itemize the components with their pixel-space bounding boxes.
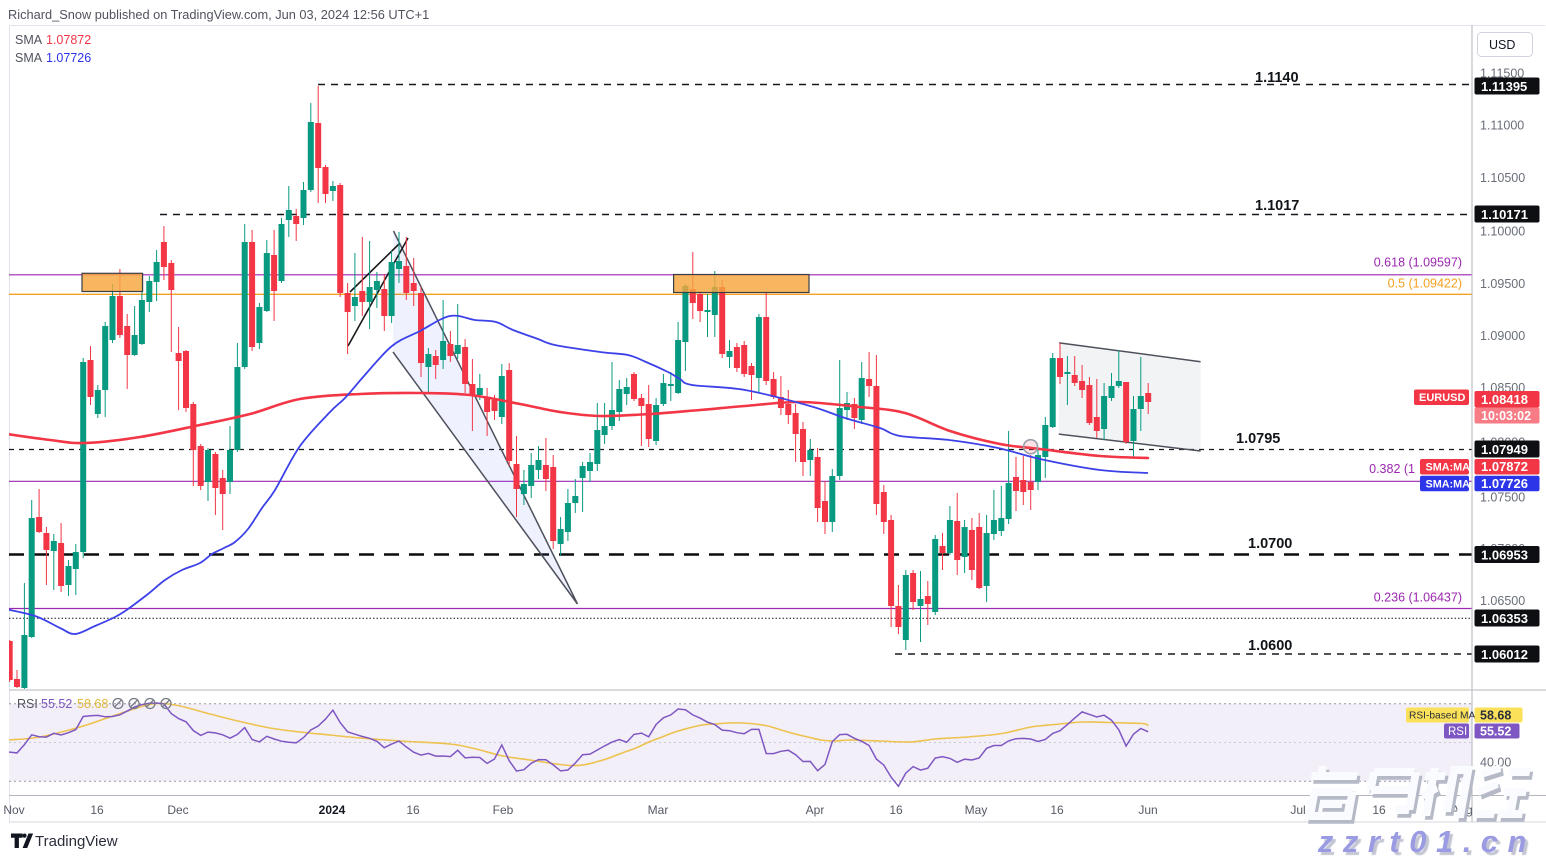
svg-text:16: 16 xyxy=(90,803,104,817)
svg-text:16: 16 xyxy=(1372,803,1386,817)
svg-text:1.0600: 1.0600 xyxy=(1248,638,1292,654)
svg-text:RSI-based MA: RSI-based MA xyxy=(1409,711,1475,722)
svg-text:10:03:02: 10:03:02 xyxy=(1481,409,1531,423)
svg-text:16: 16 xyxy=(889,803,903,817)
svg-text:0.5 (1.09422): 0.5 (1.09422) xyxy=(1388,277,1462,291)
svg-text:RSI: RSI xyxy=(17,697,38,711)
svg-text:SMA:MA: SMA:MA xyxy=(1426,462,1471,474)
svg-text:0.236 (1.06437): 0.236 (1.06437) xyxy=(1374,591,1462,605)
svg-text:Jul: Jul xyxy=(1290,803,1305,817)
svg-text:1.06353: 1.06353 xyxy=(1481,611,1528,626)
svg-text:Feb: Feb xyxy=(493,803,514,817)
svg-text:0.382 (1: 0.382 (1 xyxy=(1369,462,1415,476)
svg-text:Mar: Mar xyxy=(648,803,669,817)
svg-text:Dec: Dec xyxy=(167,803,188,817)
svg-text:58.68: 58.68 xyxy=(77,697,108,711)
svg-text:May: May xyxy=(965,803,988,817)
svg-text:1.06012: 1.06012 xyxy=(1481,647,1528,662)
svg-text:58.68: 58.68 xyxy=(1480,708,1511,722)
svg-text:40.00: 40.00 xyxy=(1480,756,1511,770)
svg-text:zzrt01.cn: zzrt01.cn xyxy=(1317,824,1536,857)
svg-text:1.09500: 1.09500 xyxy=(1480,277,1525,291)
svg-text:1.07500: 1.07500 xyxy=(1480,491,1525,505)
svg-text:1.07726: 1.07726 xyxy=(1481,476,1528,491)
svg-text:1.08418: 1.08418 xyxy=(1481,392,1528,407)
svg-text:RSI: RSI xyxy=(1448,726,1467,738)
svg-text:1.07726: 1.07726 xyxy=(46,51,91,65)
svg-text:16: 16 xyxy=(406,803,420,817)
svg-text:1.0795: 1.0795 xyxy=(1236,431,1280,447)
svg-text:1.07872: 1.07872 xyxy=(1481,459,1528,474)
svg-text:Nov: Nov xyxy=(3,803,24,817)
svg-text:0.618 (1.09597): 0.618 (1.09597) xyxy=(1374,256,1462,270)
svg-text:55.52: 55.52 xyxy=(1480,724,1511,738)
svg-text:Richard_Snow published on Trad: Richard_Snow published on TradingView.co… xyxy=(8,7,429,22)
svg-text:SMA:MA: SMA:MA xyxy=(1426,478,1471,490)
svg-text:1.11395: 1.11395 xyxy=(1481,79,1527,94)
svg-text:16: 16 xyxy=(1050,803,1064,817)
svg-text:Jun: Jun xyxy=(1138,803,1157,817)
svg-text:2024: 2024 xyxy=(319,803,346,817)
svg-text:SMA: SMA xyxy=(15,33,43,47)
svg-text:1.0700: 1.0700 xyxy=(1248,536,1292,552)
svg-text:1.10171: 1.10171 xyxy=(1481,207,1528,222)
svg-text:1.06953: 1.06953 xyxy=(1481,547,1528,562)
svg-text:Apr: Apr xyxy=(806,803,825,817)
svg-text:TradingView: TradingView xyxy=(35,833,118,850)
svg-text:EURUSD: EURUSD xyxy=(1419,392,1466,404)
svg-text:1.07949: 1.07949 xyxy=(1481,442,1528,457)
svg-text:1.06500: 1.06500 xyxy=(1480,594,1525,608)
svg-text:1.1140: 1.1140 xyxy=(1255,70,1299,86)
svg-text:1.1017: 1.1017 xyxy=(1255,198,1299,214)
svg-text:1.10500: 1.10500 xyxy=(1480,171,1525,185)
svg-text:USD: USD xyxy=(1489,38,1515,52)
svg-text:1.11000: 1.11000 xyxy=(1480,119,1524,133)
svg-text:1.10000: 1.10000 xyxy=(1480,225,1525,239)
svg-text:1.11500: 1.11500 xyxy=(1480,67,1524,81)
svg-text:1.09000: 1.09000 xyxy=(1480,329,1525,343)
svg-text:1.07872: 1.07872 xyxy=(46,33,91,47)
svg-text:55.52: 55.52 xyxy=(41,697,72,711)
svg-text:SMA: SMA xyxy=(15,51,43,65)
